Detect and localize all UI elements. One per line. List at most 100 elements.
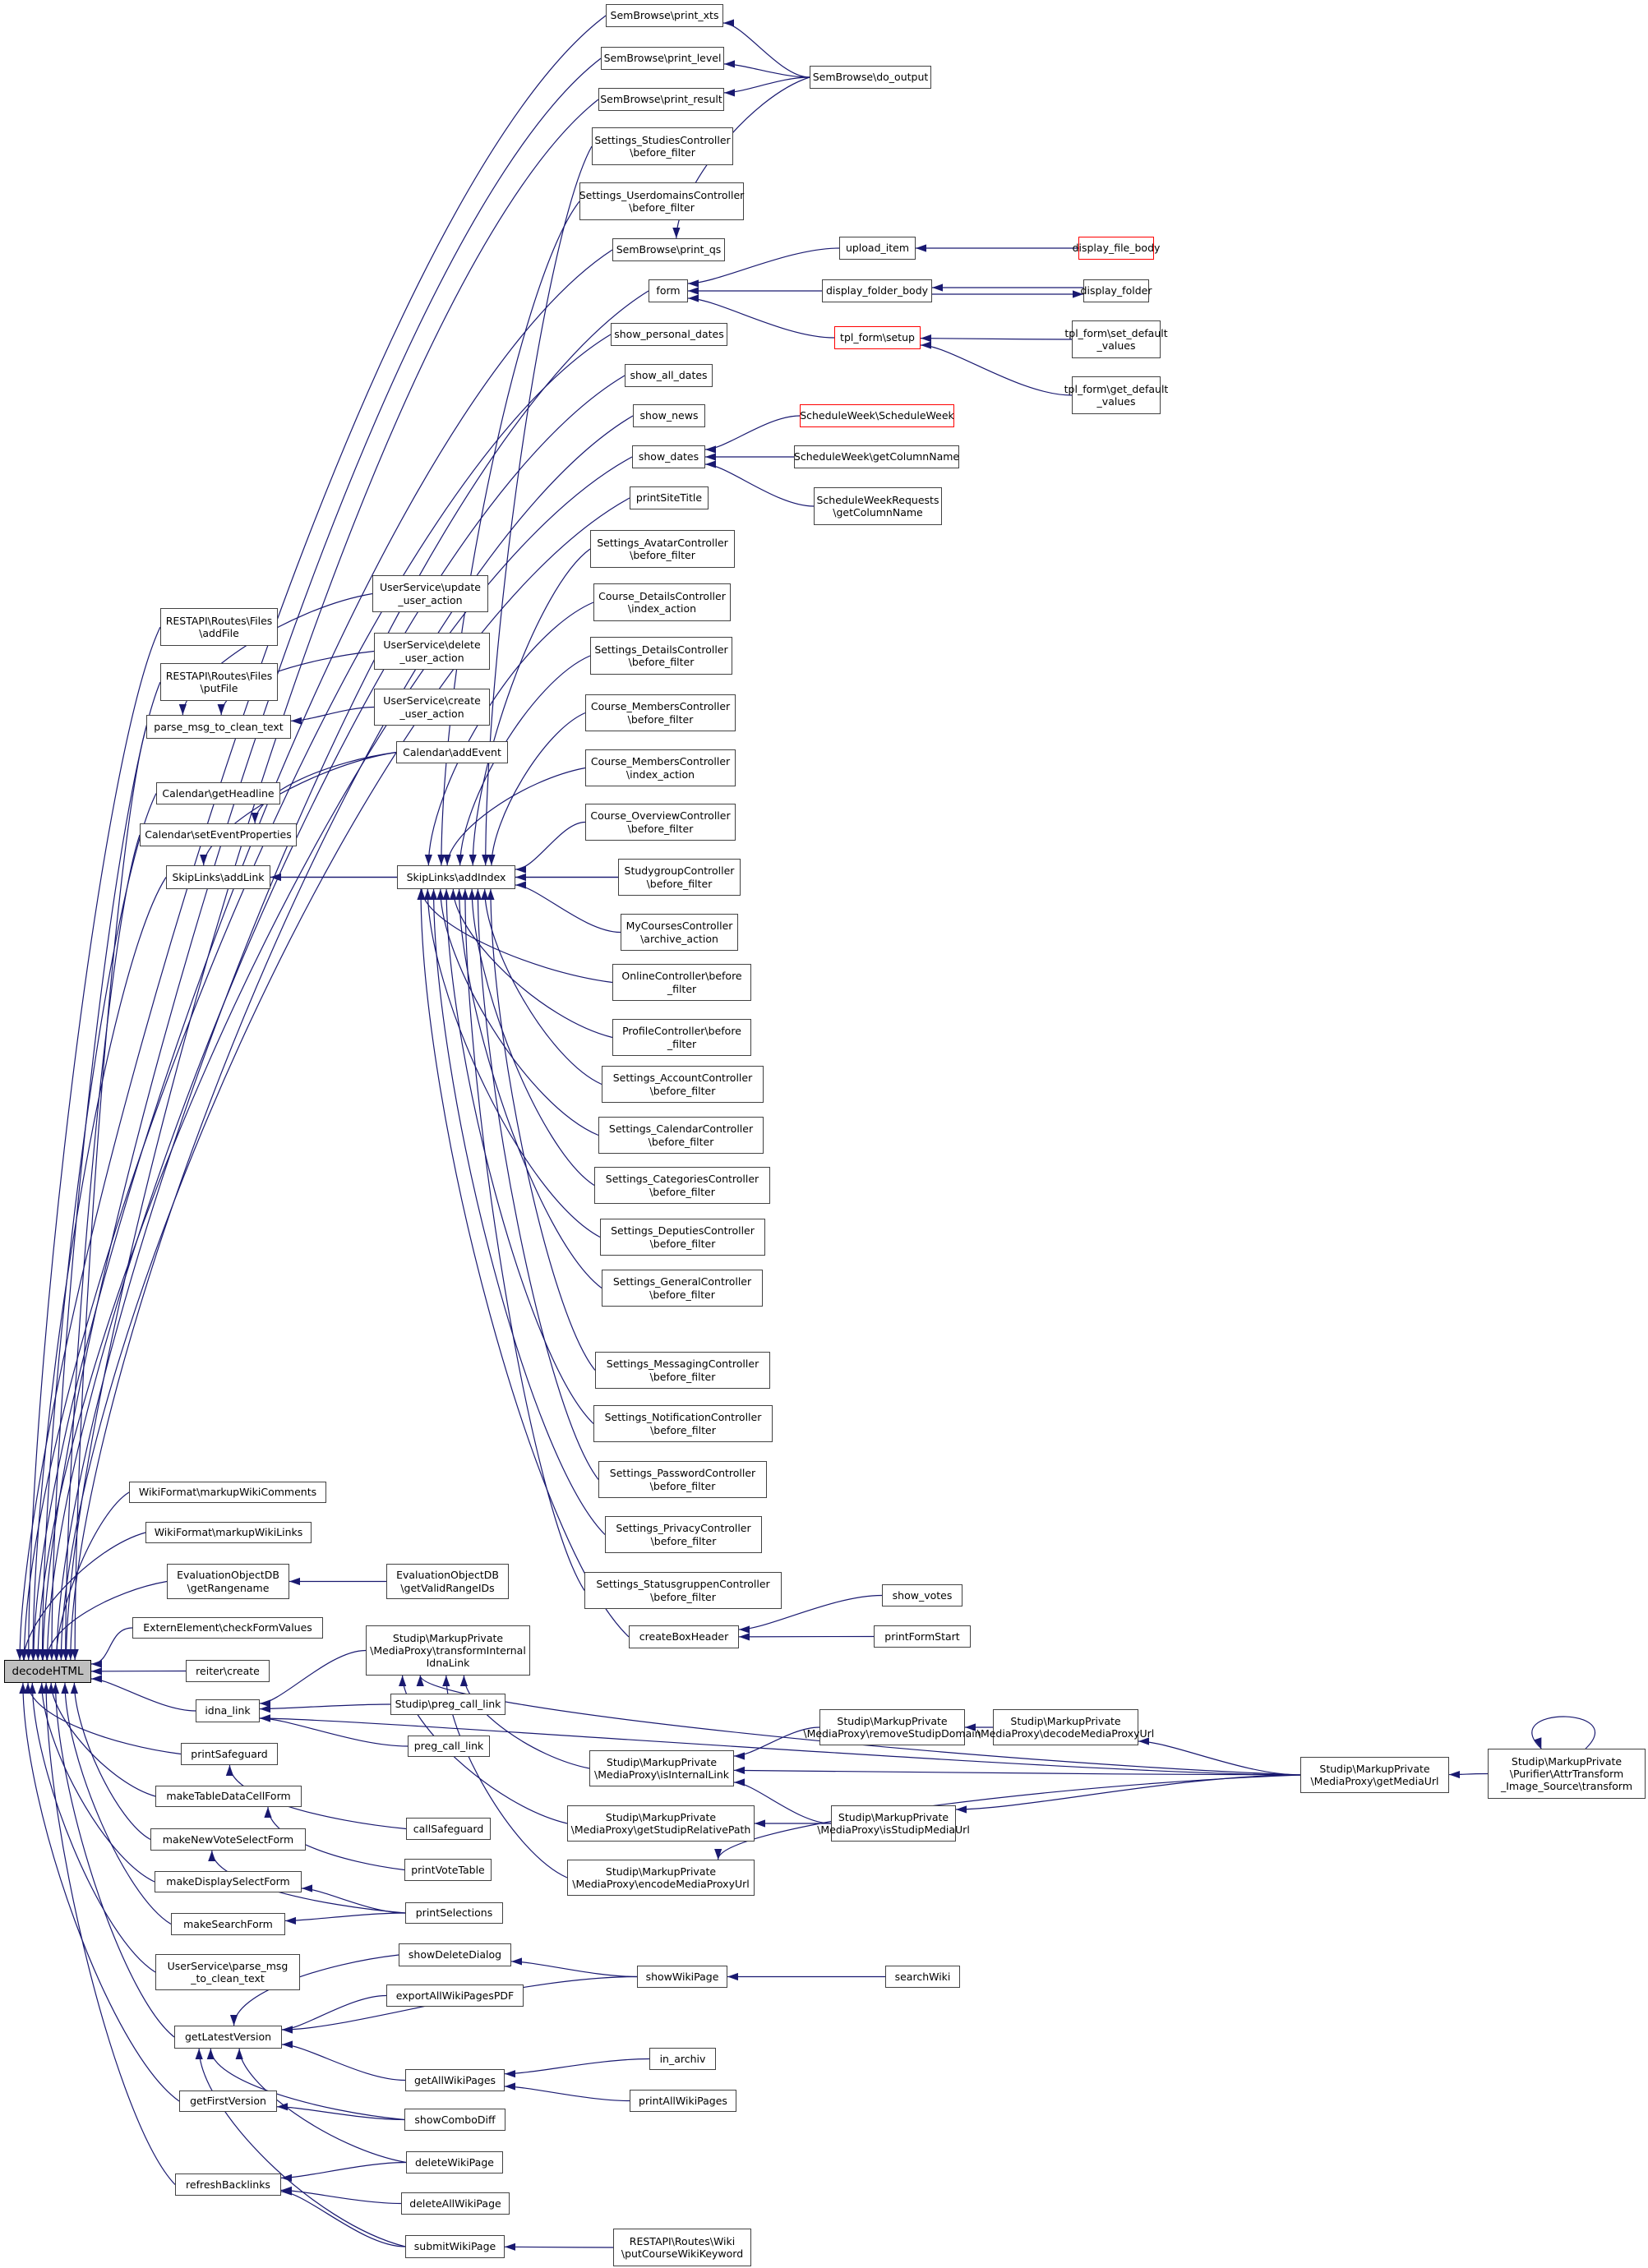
graph-node-studies_bf[interactable]: Settings_StudiesController \before_filte… — [592, 127, 733, 165]
graph-node-messaging_bf[interactable]: Settings_MessagingController \before_fil… — [595, 1352, 770, 1389]
graph-node-getAllWikiPages[interactable]: getAllWikiPages — [405, 2069, 505, 2091]
graph-node-parse_msg[interactable]: parse_msg_to_clean_text — [146, 715, 291, 739]
graph-node-addEvent[interactable]: Calendar\addEvent — [396, 741, 508, 763]
graph-node-mp_getStudipRelativePath[interactable]: Studip\MarkupPrivate \MediaProxy\getStud… — [567, 1805, 755, 1842]
graph-node-upload_item[interactable]: upload_item — [839, 237, 916, 260]
graph-node-printSiteTitle[interactable]: printSiteTitle — [630, 486, 709, 509]
graph-node-mp_decodeMediaProxyUrl[interactable]: Studip\MarkupPrivate \MediaProxy\decodeM… — [977, 1709, 1154, 1745]
graph-node-schedweek_getcol[interactable]: ScheduleWeek\getColumnName — [794, 445, 959, 468]
graph-node-getFirstVersion[interactable]: getFirstVersion — [179, 2091, 277, 2112]
graph-node-showWikiPage[interactable]: showWikiPage — [637, 1966, 727, 1988]
graph-node-calendar_bf[interactable]: Settings_CalendarController \before_filt… — [598, 1117, 764, 1154]
graph-node-deleteWikiPage[interactable]: deleteWikiPage — [406, 2151, 503, 2174]
graph-node-addIndex[interactable]: SkipLinks\addIndex — [397, 865, 515, 889]
graph-node-printSelections[interactable]: printSelections — [405, 1902, 503, 1924]
graph-node-refreshBacklinks[interactable]: refreshBacklinks — [175, 2174, 281, 2196]
graph-node-addLink[interactable]: SkipLinks\addLink — [166, 865, 270, 889]
graph-node-decodeHTML[interactable]: decodeHTML — [4, 1660, 91, 1683]
graph-node-deputies_bf[interactable]: Settings_DeputiesController \before_filt… — [600, 1219, 765, 1256]
graph-node-studip_preg_call_link[interactable]: Studip\preg_call_link — [390, 1694, 505, 1715]
graph-node-purifier_transform[interactable]: Studip\MarkupPrivate \Purifier\AttrTrans… — [1488, 1749, 1646, 1799]
graph-node-eval_getValidRangeIDs[interactable]: EvaluationObjectDB \getValidRangeIDs — [386, 1564, 509, 1599]
graph-node-course_details_ia[interactable]: Course_DetailsController \index_action — [593, 583, 731, 621]
graph-node-display_folder_body[interactable]: display_folder_body — [822, 279, 932, 302]
graph-node-statusgruppen_bf[interactable]: Settings_StatusgruppenController \before… — [584, 1572, 782, 1609]
graph-node-wf_links[interactable]: WikiFormat\markupWikiLinks — [145, 1522, 312, 1543]
graph-node-print_qs[interactable]: SemBrowse\print_qs — [612, 238, 725, 261]
graph-node-wf_comments[interactable]: WikiFormat\markupWikiComments — [129, 1482, 326, 1503]
graph-node-deleteAllWikiPage[interactable]: deleteAllWikiPage — [401, 2192, 510, 2215]
graph-node-settings_details_bf[interactable]: Settings_DetailsController \before_filte… — [590, 637, 732, 675]
graph-node-callSafeguard[interactable]: callSafeguard — [406, 1818, 491, 1840]
graph-node-userdomains_bf[interactable]: Settings_UserdomainsController \before_f… — [579, 182, 744, 220]
graph-node-show_dates[interactable]: show_dates — [632, 445, 705, 468]
graph-node-printAllWikiPages[interactable]: printAllWikiPages — [630, 2090, 736, 2112]
graph-node-showComboDiff[interactable]: showComboDiff — [404, 2109, 505, 2131]
graph-node-show_all_dates[interactable]: show_all_dates — [625, 364, 713, 387]
graph-node-show_personal_dates[interactable]: show_personal_dates — [611, 323, 727, 346]
graph-node-mp_removeStudipDomain[interactable]: Studip\MarkupPrivate \MediaProxy\removeS… — [803, 1709, 981, 1745]
graph-node-account_bf[interactable]: Settings_AccountController \before_filte… — [602, 1066, 764, 1103]
graph-node-exportAllWikiPagesPDF[interactable]: exportAllWikiPagesPDF — [386, 1984, 524, 2007]
graph-node-print_xts[interactable]: SemBrowse\print_xts — [606, 4, 723, 27]
graph-node-profile_bf[interactable]: ProfileController\before _filter — [612, 1019, 751, 1056]
graph-node-mycourses_aa[interactable]: MyCoursesController \archive_action — [621, 914, 738, 951]
graph-node-submitWikiPage[interactable]: submitWikiPage — [405, 2235, 505, 2258]
graph-node-online_bf[interactable]: OnlineController\before _filter — [612, 964, 751, 1001]
graph-node-idna_link[interactable]: idna_link — [196, 1699, 260, 1722]
graph-node-categories_bf[interactable]: Settings_CategoriesController \before_fi… — [594, 1167, 770, 1204]
graph-node-getLatestVersion[interactable]: getLatestVersion — [174, 2026, 282, 2049]
graph-node-putFile[interactable]: RESTAPI\Routes\Files \putFile — [160, 663, 278, 701]
graph-node-mp_isInternalLink[interactable]: Studip\MarkupPrivate \MediaProxy\isInter… — [589, 1750, 734, 1786]
graph-node-tpl_get_default[interactable]: tpl_form\get_default _values — [1064, 376, 1168, 414]
graph-node-print_result[interactable]: SemBrowse\print_result — [598, 88, 724, 111]
graph-node-schedweekreq_getcol[interactable]: ScheduleWeekRequests \getColumnName — [814, 487, 942, 525]
graph-node-mp_isStudipMediaUrl[interactable]: Studip\MarkupPrivate \MediaProxy\isStudi… — [817, 1805, 970, 1842]
graph-node-us_create[interactable]: UserService\create _user_action — [374, 689, 490, 726]
graph-node-reiter_create[interactable]: reiter\create — [186, 1660, 270, 1682]
graph-node-showDeleteDialog[interactable]: showDeleteDialog — [399, 1943, 511, 1966]
graph-node-eval_getRangename[interactable]: EvaluationObjectDB \getRangename — [167, 1564, 289, 1599]
graph-node-course_members_bf[interactable]: Course_MembersController \before_filter — [585, 694, 736, 731]
graph-node-display_folder[interactable]: display_folder — [1081, 279, 1152, 302]
graph-node-us_parse_msg[interactable]: UserService\parse_msg _to_clean_text — [155, 1954, 300, 1990]
graph-node-do_output[interactable]: SemBrowse\do_output — [810, 66, 931, 89]
graph-node-searchWiki[interactable]: searchWiki — [885, 1966, 960, 1988]
graph-node-tpl_set_default[interactable]: tpl_form\set_default _values — [1064, 320, 1168, 358]
graph-node-makeTableDataCellForm[interactable]: makeTableDataCellForm — [155, 1786, 302, 1807]
graph-node-getHeadline[interactable]: Calendar\getHeadline — [156, 782, 280, 804]
graph-node-in_archiv[interactable]: in_archiv — [649, 2048, 716, 2070]
graph-node-print_level[interactable]: SemBrowse\print_level — [601, 47, 724, 70]
graph-node-display_file_body[interactable]: display_file_body — [1073, 237, 1160, 260]
graph-node-course_overview_bf[interactable]: Course_OverviewController \before_filter — [585, 804, 736, 841]
graph-node-printVoteTable[interactable]: printVoteTable — [404, 1859, 492, 1881]
graph-node-schedweek_ctor[interactable]: ScheduleWeek\ScheduleWeek — [800, 404, 954, 427]
graph-node-us_update[interactable]: UserService\update _user_action — [372, 575, 488, 612]
graph-node-general_bf[interactable]: Settings_GeneralController \before_filte… — [602, 1270, 763, 1307]
graph-node-tpl_form_setup[interactable]: tpl_form\setup — [834, 326, 921, 349]
graph-node-us_delete[interactable]: UserService\delete _user_action — [374, 633, 490, 670]
graph-node-mp_getMediaUrl[interactable]: Studip\MarkupPrivate \MediaProxy\getMedi… — [1300, 1757, 1449, 1793]
graph-node-show_votes[interactable]: show_votes — [882, 1584, 962, 1606]
graph-node-createBoxHeader[interactable]: createBoxHeader — [629, 1625, 739, 1648]
graph-node-extern_check[interactable]: ExternElement\checkFormValues — [132, 1617, 323, 1639]
graph-node-notification_bf[interactable]: Settings_NotificationController \before_… — [593, 1405, 773, 1442]
graph-node-makeDisplaySelectForm[interactable]: makeDisplaySelectForm — [155, 1871, 302, 1892]
graph-node-mp_transformIdna[interactable]: Studip\MarkupPrivate \MediaProxy\transfo… — [366, 1625, 530, 1676]
graph-node-privacy_bf[interactable]: Settings_PrivacyController \before_filte… — [605, 1516, 762, 1553]
graph-node-printFormStart[interactable]: printFormStart — [874, 1625, 971, 1648]
graph-node-show_news[interactable]: show_news — [633, 404, 705, 427]
graph-node-printSafeguard[interactable]: printSafeguard — [181, 1743, 278, 1765]
graph-node-studygroup_bf[interactable]: StudygroupController \before_filter — [618, 859, 741, 896]
graph-node-preg_call_link[interactable]: preg_call_link — [408, 1736, 490, 1757]
graph-node-course_members_ia[interactable]: Course_MembersController \index_action — [585, 749, 736, 786]
graph-node-makeNewVoteSelectForm[interactable]: makeNewVoteSelectForm — [150, 1828, 306, 1851]
graph-node-form[interactable]: form — [649, 279, 688, 302]
graph-node-password_bf[interactable]: Settings_PasswordController \before_filt… — [598, 1461, 767, 1498]
graph-node-setEventProperties[interactable]: Calendar\setEventProperties — [140, 823, 297, 846]
graph-node-wiki_putkeyword[interactable]: RESTAPI\Routes\Wiki \putCourseWikiKeywor… — [613, 2229, 751, 2266]
graph-node-avatar_bf[interactable]: Settings_AvatarController \before_filter — [590, 530, 735, 568]
graph-node-addFile[interactable]: RESTAPI\Routes\Files \addFile — [160, 608, 278, 646]
graph-node-mp_encodeMediaProxyUrl[interactable]: Studip\MarkupPrivate \MediaProxy\encodeM… — [567, 1860, 755, 1896]
graph-node-makeSearchForm[interactable]: makeSearchForm — [171, 1913, 285, 1935]
